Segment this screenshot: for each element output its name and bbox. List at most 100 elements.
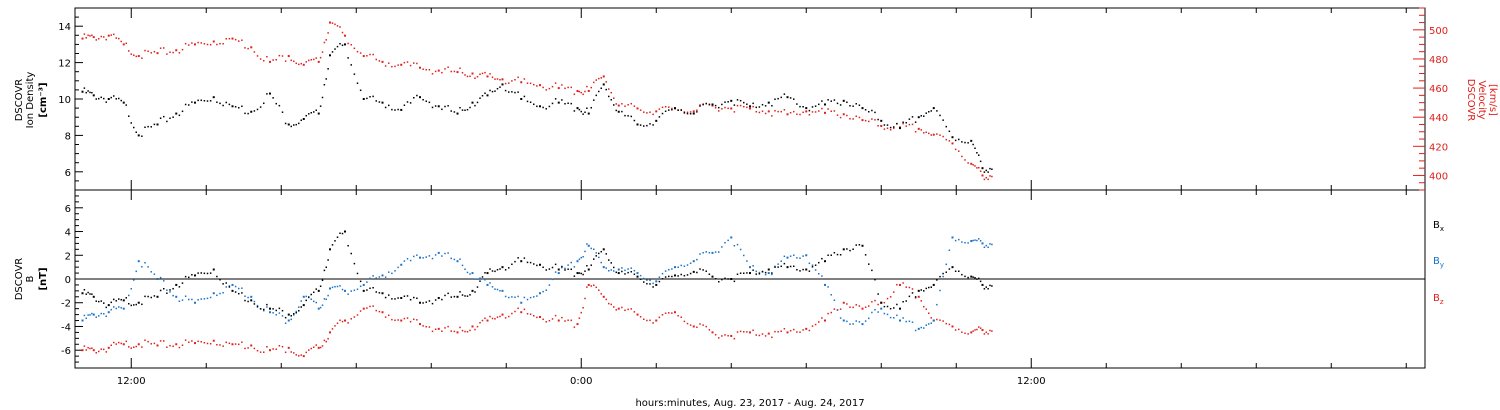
bx-fill-point: [159, 289, 162, 292]
bx-fill-point: [718, 280, 720, 283]
bx-fill-point: [836, 253, 839, 256]
velocity-fill-point: [852, 118, 854, 120]
velocity-fill-point: [481, 72, 484, 75]
by-fill-point: [181, 299, 184, 301]
bz-fill-point: [391, 318, 393, 321]
velocity-fill-point: [789, 111, 792, 114]
velocity-point: [749, 107, 751, 110]
velocity-fill-point: [191, 42, 193, 44]
velocity-fill-point: [615, 103, 617, 105]
velocity-fill-point: [923, 132, 925, 134]
bz-fill-point: [359, 310, 362, 312]
bz-fill-point: [979, 327, 982, 329]
density-point: [501, 83, 504, 86]
density-fill-point: [331, 51, 334, 53]
density-fill-point: [388, 104, 390, 107]
velocity-point: [932, 133, 935, 136]
density-fill-point: [409, 102, 412, 104]
bz-fill-point: [846, 303, 848, 305]
density-fill-point: [718, 106, 720, 109]
b-tick-label: -2: [61, 299, 71, 310]
density-fill-point: [989, 167, 991, 170]
bx-fill-point: [523, 257, 526, 259]
density-fill-point: [808, 109, 811, 112]
by-fill-point: [284, 322, 287, 324]
bz-fill-point: [256, 349, 259, 352]
by-fill-point: [323, 298, 326, 300]
by-fill-point: [334, 285, 336, 288]
bx-fill-point: [391, 298, 393, 300]
density-point: [805, 107, 808, 110]
bx-fill-point: [115, 300, 117, 302]
velocity-fill-point: [144, 49, 146, 52]
bz-fill-point: [718, 337, 720, 339]
bx-fill-point: [241, 292, 243, 294]
density-fill-point: [630, 115, 632, 118]
bz-fill-point: [936, 318, 938, 321]
bx-fill-point: [339, 232, 341, 235]
density-fill-point: [191, 101, 193, 103]
density-fill-point: [689, 112, 692, 115]
velocity-fill-point: [508, 82, 510, 84]
by-fill-point: [378, 276, 381, 278]
bz-fill-point: [608, 302, 610, 305]
bx-fill-point: [883, 305, 886, 308]
bx-fill-point: [914, 296, 917, 298]
bx-fill-point: [85, 293, 87, 295]
bz-fill-point: [595, 286, 597, 289]
bz-fill-point: [253, 347, 256, 350]
bz-fill-point: [923, 305, 925, 308]
bz-fill-point: [639, 316, 642, 318]
by-point: [471, 272, 474, 275]
bz-fill-point: [752, 329, 754, 332]
density-fill-point: [855, 103, 857, 105]
bz-fill-point: [542, 318, 544, 321]
by-fill-point: [724, 241, 726, 244]
bz-fill-point: [469, 329, 471, 332]
density-fill-point: [141, 135, 143, 137]
bx-fill-point: [216, 275, 218, 278]
bx-fill-point: [529, 261, 532, 264]
density-tick-label: 8: [65, 131, 71, 142]
bz-point: [419, 323, 421, 326]
velocity-fill-point: [188, 44, 190, 46]
by-point: [636, 272, 639, 275]
bz-point: [692, 325, 695, 328]
by-fill-point: [216, 294, 218, 297]
bx-fill-point: [658, 280, 661, 283]
by-fill-point: [961, 241, 963, 243]
by-point: [362, 283, 365, 286]
density-fill-point: [278, 104, 281, 107]
by-fill-point: [89, 314, 91, 316]
by-point: [861, 323, 864, 326]
by-fill-point: [755, 270, 757, 273]
by-fill-point: [877, 311, 879, 313]
velocity-fill-point: [284, 60, 287, 62]
velocity-fill-point: [169, 51, 171, 53]
by-fill-point: [821, 275, 823, 277]
bz-fill-point: [375, 309, 377, 312]
bz-point: [107, 346, 110, 349]
bz-fill-point: [416, 319, 418, 321]
bz-fill-point: [736, 331, 739, 333]
bz-fill-point: [453, 330, 456, 333]
velocity-fill-point: [494, 78, 496, 80]
bz-point: [842, 301, 845, 304]
bz-point: [92, 349, 95, 352]
velocity-point: [617, 104, 620, 107]
bz-point: [287, 346, 290, 349]
bx-fill-point: [590, 264, 592, 266]
x-tick-label: 0:00: [570, 376, 592, 387]
bx-fill-point: [755, 273, 757, 275]
bz-point: [317, 346, 320, 349]
by-fill-point: [545, 289, 547, 291]
bx-fill-point: [388, 294, 390, 296]
velocity-fill-point: [504, 82, 507, 85]
bz-fill-point: [858, 305, 861, 307]
by-fill-point: [774, 265, 776, 268]
velocity-point: [880, 124, 883, 127]
velocity-fill-point: [978, 166, 980, 169]
velocity-fill-point: [652, 113, 654, 116]
density-fill-point: [561, 99, 563, 101]
density-fill-point: [584, 111, 586, 114]
